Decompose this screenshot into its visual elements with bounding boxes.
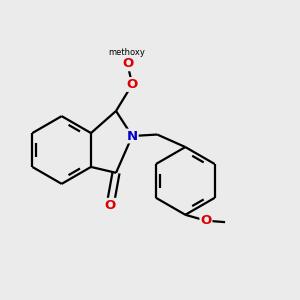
Text: methoxy: methoxy — [108, 48, 145, 57]
Text: O: O — [200, 214, 211, 227]
Text: O: O — [122, 57, 134, 70]
Text: O: O — [104, 199, 116, 212]
Text: N: N — [127, 130, 138, 142]
Text: O: O — [127, 78, 138, 91]
